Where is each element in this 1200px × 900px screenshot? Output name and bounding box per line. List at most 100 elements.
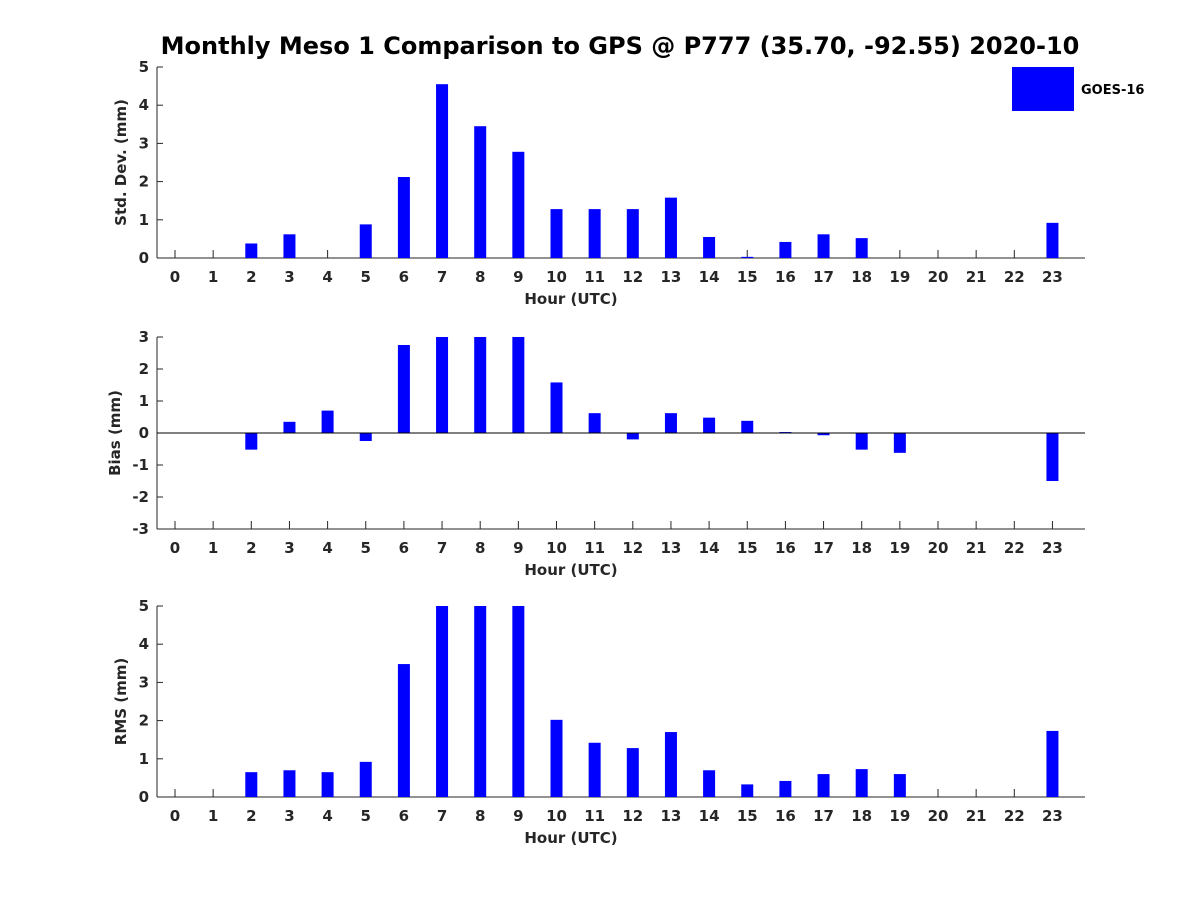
- bar-hour-18: [855, 238, 868, 258]
- bar-hour-10: [550, 382, 563, 433]
- x-tick-label: 22: [1004, 268, 1025, 286]
- x-tick-label: 2: [246, 807, 256, 825]
- bar-hour-9: [512, 606, 525, 797]
- x-tick-label: 5: [361, 268, 371, 286]
- x-tick-label: 5: [361, 539, 371, 557]
- x-tick-label: 1: [208, 268, 218, 286]
- bar-hour-9: [512, 151, 525, 258]
- x-tick-label: 3: [284, 807, 294, 825]
- x-tick-label: 6: [399, 807, 409, 825]
- y-tick-label: 1: [139, 750, 149, 768]
- bar-hour-18: [855, 769, 868, 797]
- y-tick-label: 2: [139, 173, 149, 191]
- y-tick-label: 2: [139, 360, 149, 378]
- bar-hour-17: [817, 433, 830, 436]
- x-tick-label: 15: [737, 539, 758, 557]
- x-tick-label: 14: [699, 807, 720, 825]
- x-axis-label: Hour (UTC): [524, 561, 617, 579]
- x-tick-label: 11: [584, 268, 605, 286]
- x-tick-label: 21: [966, 807, 987, 825]
- bar-hour-14: [703, 236, 716, 258]
- x-tick-label: 13: [661, 539, 682, 557]
- y-tick-label: 3: [139, 328, 149, 346]
- bar-hour-11: [588, 413, 601, 433]
- x-tick-label: 18: [851, 268, 872, 286]
- bar-hour-5: [359, 224, 372, 258]
- bar-hour-9: [512, 337, 525, 433]
- bar-hour-6: [397, 177, 410, 258]
- x-tick-label: 9: [513, 807, 523, 825]
- bar-hour-23: [1046, 730, 1059, 797]
- x-tick-label: 10: [546, 268, 567, 286]
- chart-title: Monthly Meso 1 Comparison to GPS @ P777 …: [161, 32, 1080, 60]
- bar-hour-13: [664, 413, 677, 433]
- x-tick-label: 10: [546, 539, 567, 557]
- x-tick-label: 12: [622, 807, 643, 825]
- bar-hour-7: [436, 337, 449, 433]
- x-tick-label: 13: [661, 807, 682, 825]
- bar-hour-16: [779, 241, 792, 258]
- bar-hour-3: [283, 770, 296, 797]
- bar-hour-5: [359, 433, 372, 441]
- x-tick-label: 18: [851, 539, 872, 557]
- y-tick-label: -3: [132, 520, 149, 538]
- x-tick-label: 9: [513, 268, 523, 286]
- x-tick-label: 8: [475, 539, 485, 557]
- x-tick-label: 21: [966, 539, 987, 557]
- y-tick-label: 3: [139, 134, 149, 152]
- y-tick-label: 5: [139, 58, 149, 76]
- bar-hour-4: [321, 772, 334, 797]
- x-tick-label: 9: [513, 539, 523, 557]
- x-tick-label: 2: [246, 539, 256, 557]
- x-tick-label: 17: [813, 539, 834, 557]
- x-tick-label: 1: [208, 539, 218, 557]
- y-tick-label: 0: [139, 424, 149, 442]
- x-tick-label: 20: [928, 807, 949, 825]
- x-tick-label: 3: [284, 539, 294, 557]
- x-tick-label: 7: [437, 268, 447, 286]
- bar-hour-11: [588, 742, 601, 797]
- x-tick-label: 19: [889, 268, 910, 286]
- bar-hour-17: [817, 774, 830, 797]
- bar-hour-15: [741, 784, 754, 797]
- y-tick-label: -2: [132, 488, 149, 506]
- bar-hour-2: [245, 772, 258, 797]
- x-tick-label: 8: [475, 807, 485, 825]
- y-tick-label: 4: [139, 96, 149, 114]
- x-tick-label: 3: [284, 268, 294, 286]
- x-tick-label: 16: [775, 539, 796, 557]
- bar-hour-6: [397, 345, 410, 433]
- y-tick-label: 5: [139, 597, 149, 615]
- x-tick-label: 22: [1004, 539, 1025, 557]
- x-tick-label: 0: [170, 807, 180, 825]
- x-axis-label: Hour (UTC): [524, 829, 617, 847]
- bar-hour-23: [1046, 433, 1059, 481]
- bar-hour-15: [741, 256, 754, 258]
- bar-hour-18: [855, 433, 868, 450]
- x-tick-label: 15: [737, 268, 758, 286]
- x-tick-label: 12: [622, 539, 643, 557]
- bar-hour-6: [397, 664, 410, 797]
- x-tick-label: 8: [475, 268, 485, 286]
- bar-hour-13: [664, 197, 677, 258]
- bar-hour-3: [283, 421, 296, 433]
- x-tick-label: 14: [699, 539, 720, 557]
- y-axis-label: Bias (mm): [106, 390, 124, 476]
- x-tick-label: 2: [246, 268, 256, 286]
- x-tick-label: 0: [170, 539, 180, 557]
- x-tick-label: 22: [1004, 807, 1025, 825]
- bar-hour-3: [283, 234, 296, 258]
- x-tick-label: 4: [322, 268, 332, 286]
- x-tick-label: 11: [584, 807, 605, 825]
- bar-hour-5: [359, 761, 372, 797]
- bar-hour-8: [474, 606, 487, 797]
- bar-hour-11: [588, 209, 601, 258]
- x-tick-label: 0: [170, 268, 180, 286]
- bar-hour-12: [626, 209, 639, 258]
- bar-hour-19: [893, 433, 906, 453]
- x-tick-label: 1: [208, 807, 218, 825]
- bar-hour-17: [817, 234, 830, 258]
